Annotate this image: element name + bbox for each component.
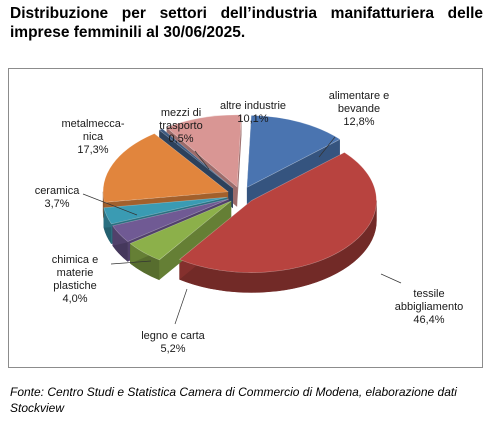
data-label-chimica-e-materie-plastiche: chimica e materie plastiche 4,0% <box>52 254 98 305</box>
pie-slice-metalmeccanica[interactable] <box>102 133 229 203</box>
data-label-ceramica: ceramica 3,7% <box>35 185 81 210</box>
leader-line-mezzi-di-trasporto <box>194 150 210 170</box>
leader-line-tessile-abbigliamento <box>380 273 402 284</box>
chart-area: alimentare e bevande 12,8% tessile abbigliam… <box>8 68 483 368</box>
pie-slice-legno-e-carta[interactable] <box>129 200 232 261</box>
source-note: Fonte: Centro Studi e Statistica Camera … <box>10 385 457 415</box>
leader-line-chimica-e-materie-plastiche <box>110 260 152 265</box>
data-label-tessile-abbigliamento: tessile abbigliamento 46,4% <box>395 288 464 326</box>
pie-slice-wall-ceramica <box>103 197 228 228</box>
pie-slice-alimentare-e-bevande[interactable] <box>246 115 341 188</box>
pie-slice-altre-industrie[interactable] <box>165 114 242 188</box>
pie-slice-wall-altre-industrie <box>237 114 242 207</box>
leader-line-alimentare-e-bevande <box>318 136 336 158</box>
data-label-legno-e-carta: legno e carta 5,2% <box>141 330 205 355</box>
pie-slice-tessile-abbigliamento[interactable] <box>178 152 377 273</box>
leader-line-legno-e-carta <box>174 288 188 325</box>
data-label-altre-industrie: altre industrie 10,1% <box>220 100 286 125</box>
chart-title: Distribuzione per settori dell’industria… <box>10 5 483 41</box>
data-label-alimentare-e-bevande: alimentare e bevande 12,8% <box>329 90 390 128</box>
data-label-metalmeccanica: metalmecca-nica 17,3% <box>62 118 125 156</box>
leader-line-ceramica <box>82 193 138 216</box>
pie-chart: alimentare e bevande 12,8% tessile abbigliam… <box>35 90 464 355</box>
pie-slice-chimica-e-materie-plastiche[interactable] <box>112 198 229 242</box>
data-label-mezzi-di-trasporto: mezzi di trasporto 0,5% <box>159 107 202 145</box>
pie-slice-mezzi-di-trasporto[interactable] <box>158 128 234 189</box>
pie-slice-wall-alimentare-e-bevande <box>246 139 340 208</box>
pie-slice-ceramica[interactable] <box>103 196 228 225</box>
